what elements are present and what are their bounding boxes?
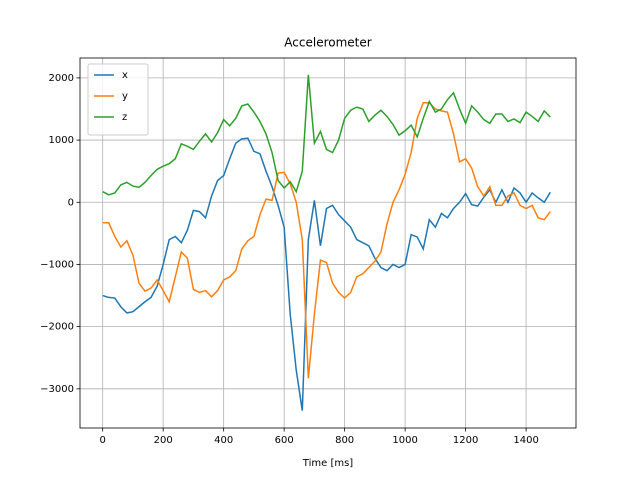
x-axis-label: Time [ms] [302,458,354,469]
x-tick-label: 200 [154,435,173,446]
x-tick-label: 1200 [453,435,478,446]
legend-label: x [122,70,128,81]
data-line [102,102,551,379]
x-tick-label: 0 [99,435,105,446]
legend-label: z [122,112,127,123]
data-line [102,74,551,196]
chart-title: Accelerometer [284,36,371,50]
x-tick-label: 400 [214,435,233,446]
y-tick-label: −3000 [40,384,74,395]
x-tick-label: 800 [335,435,354,446]
y-tick-label: −2000 [40,322,74,333]
y-tick-label: 2000 [49,73,74,84]
legend-label: y [122,91,128,102]
data-line [102,137,551,411]
x-tick-label: 1400 [513,435,538,446]
x-tick-label: 1000 [392,435,417,446]
x-tick-label: 600 [275,435,294,446]
y-tick-label: 0 [68,197,74,208]
plot-frame [79,57,577,429]
y-tick-label: −1000 [40,259,74,270]
y-tick-label: 1000 [49,135,74,146]
